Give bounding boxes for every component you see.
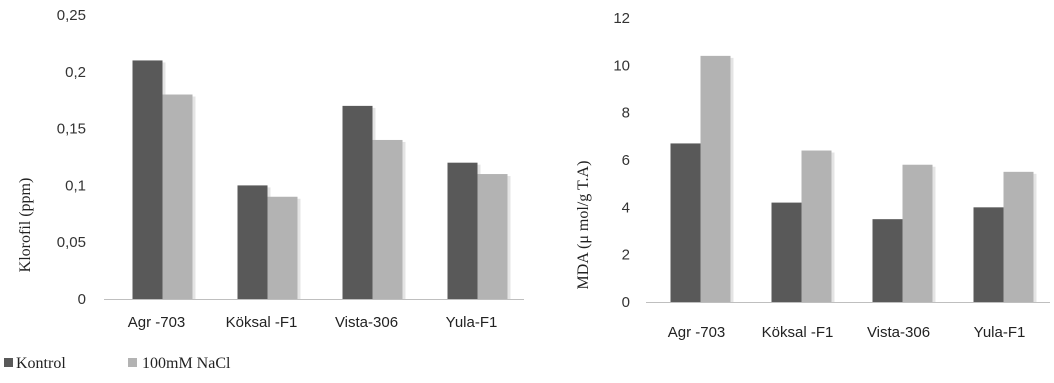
x-category-label: Köksal -F1 [762, 324, 834, 341]
bar-nacl [902, 164, 933, 302]
x-category-label: Yula-F1 [446, 314, 498, 331]
bar-shadow [192, 96, 196, 300]
y-tick-label: 0,05 [57, 234, 86, 251]
y-tick-label: 6 [622, 152, 630, 169]
y-tick-label: 0,15 [57, 121, 86, 138]
y-tick-label: 2 [622, 247, 630, 264]
mda-chart: 0 2 4 6 8 10 12 Agr -703 Köksal -F1 Vista-306 Yula… [575, 10, 1050, 341]
bar-shadow [932, 166, 936, 302]
y-axis-label: Klorofil (ppm) [17, 178, 34, 273]
bar-shadow [507, 176, 511, 299]
bar-shadow [402, 141, 406, 299]
legend: Kontrol 100mM NaCl [4, 355, 231, 372]
x-category-label: Vista-306 [335, 314, 398, 331]
bar-kontrol [342, 105, 373, 299]
bar-shadow [831, 152, 835, 302]
bar-nacl [477, 174, 508, 299]
chlorophyll-chart: 0 0,05 0,1 0,15 0,2 0,25 Agr -703 Köksal -F1 Vis… [17, 7, 524, 331]
legend-swatch [4, 358, 13, 367]
bar-shadow [730, 57, 734, 302]
bar-kontrol [237, 185, 268, 299]
y-tick-label: 0,2 [65, 64, 86, 81]
bar-nacl [372, 139, 403, 299]
bar-nacl [162, 94, 193, 300]
x-category-label: Agr -703 [668, 324, 726, 341]
x-category-label: Köksal -F1 [226, 314, 298, 331]
legend-label: Kontrol [16, 355, 66, 372]
legend-label: 100mM NaCl [142, 355, 231, 372]
bar-kontrol [132, 60, 163, 299]
bar-kontrol [447, 162, 478, 299]
bar-kontrol [872, 219, 903, 302]
bar-kontrol [670, 143, 701, 302]
x-category-label: Agr -703 [128, 314, 186, 331]
x-category-label: Yula-F1 [974, 324, 1026, 341]
y-tick-label: 12 [613, 10, 630, 27]
bar-nacl [801, 150, 832, 302]
y-tick-label: 8 [622, 105, 630, 122]
y-tick-label: 0 [622, 294, 630, 311]
bar-shadow [297, 198, 301, 299]
y-axis-label: MDA (μ mol/g T.A) [575, 161, 592, 290]
bar-shadow [1033, 173, 1037, 302]
bar-nacl [267, 196, 298, 299]
legend-swatch [128, 358, 137, 367]
y-tick-label: 0,25 [57, 7, 86, 24]
y-tick-label: 0 [78, 291, 86, 308]
y-tick-label: 0,1 [65, 177, 86, 194]
y-tick-label: 10 [613, 57, 630, 74]
x-category-label: Vista-306 [867, 324, 930, 341]
y-tick-label: 4 [622, 199, 630, 216]
bar-nacl [1003, 171, 1034, 302]
bar-nacl [700, 55, 731, 302]
bar-kontrol [973, 207, 1004, 302]
bar-kontrol [771, 202, 802, 302]
